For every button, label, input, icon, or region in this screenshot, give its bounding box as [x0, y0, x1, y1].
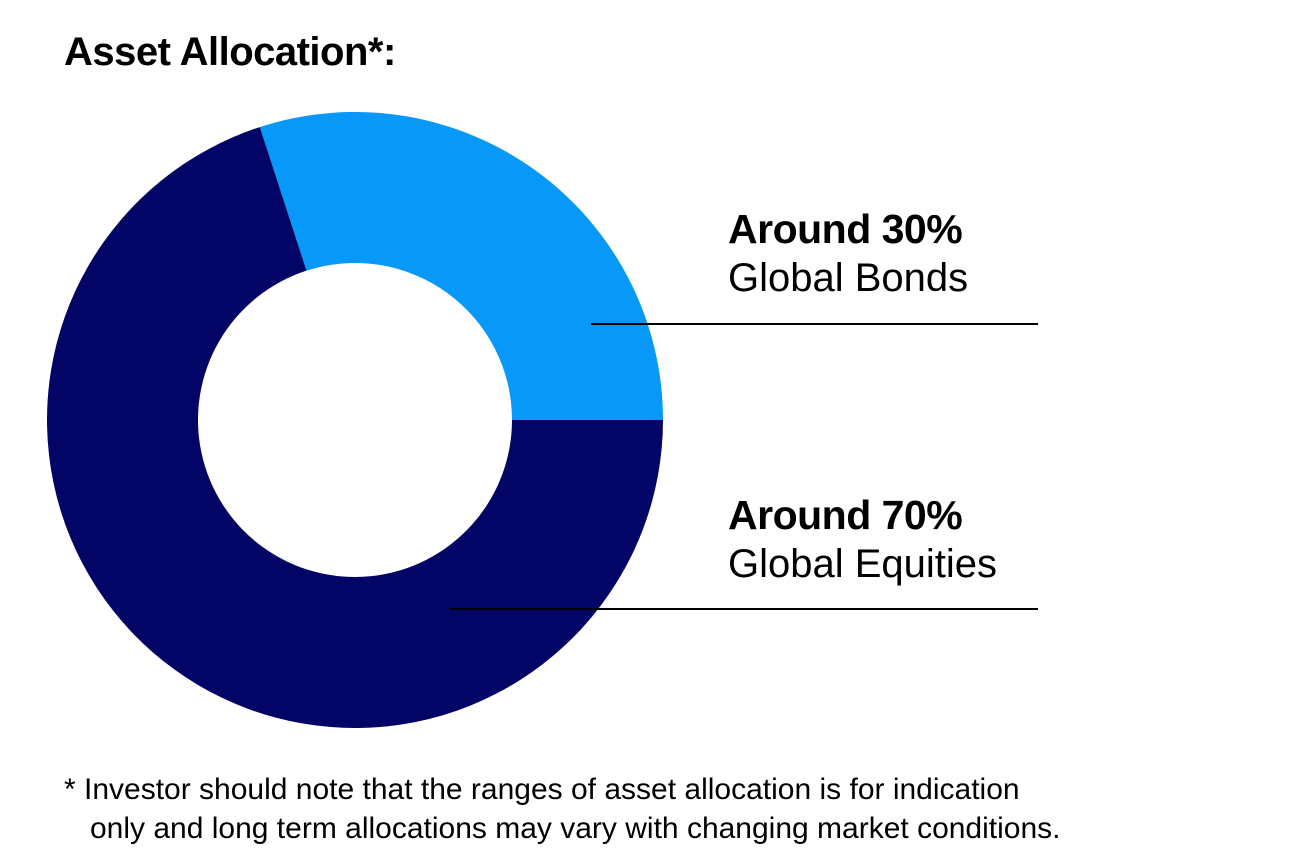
bonds-name: Global Bonds: [728, 256, 969, 301]
equities-percentage: Around 70%: [728, 492, 963, 538]
footnote-line-1: * Investor should note that the ranges o…: [64, 773, 1020, 806]
donut-slice-global-bonds: [259, 112, 663, 421]
footnote-line-2: only and long term allocations may vary …: [90, 812, 1061, 845]
bonds-percentage: Around 30%: [728, 206, 963, 252]
chart-title: Asset Allocation*:: [64, 30, 396, 74]
equities-name: Global Equities: [728, 542, 998, 587]
donut-slice-global-equities: [46, 127, 664, 728]
equities-label: Around 70% Global Equities: [728, 491, 997, 588]
footnote: * Investor should note that the ranges o…: [64, 770, 1284, 848]
bonds-label: Around 30% Global Bonds: [728, 205, 968, 302]
